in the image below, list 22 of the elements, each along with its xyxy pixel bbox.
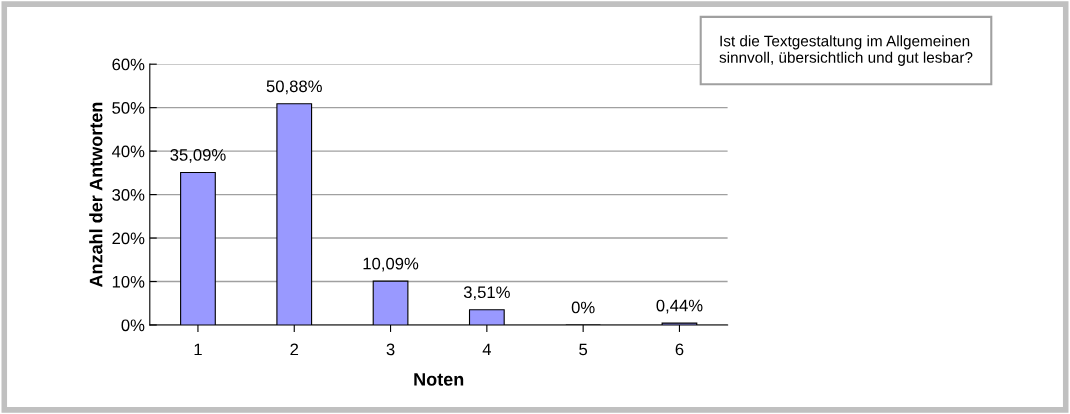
x-tick-label: 6 bbox=[675, 343, 684, 356]
data-label: 50,88% bbox=[266, 80, 322, 95]
data-label: 35,09% bbox=[170, 149, 226, 163]
y-tick-label: 30% bbox=[112, 188, 145, 201]
y-tick-label: 60% bbox=[112, 58, 145, 71]
x-tick-label: 3 bbox=[386, 343, 395, 356]
x-tick-label: 2 bbox=[290, 343, 299, 356]
data-label: 3,51% bbox=[463, 286, 510, 301]
y-tick-label: 50% bbox=[112, 102, 145, 114]
x-tick-label: 4 bbox=[482, 343, 491, 356]
data-label: 0% bbox=[571, 301, 595, 314]
x-tick-label: 1 bbox=[194, 343, 202, 356]
data-label: 0,44% bbox=[656, 299, 703, 314]
y-tick-label: 40% bbox=[111, 145, 145, 158]
x-tick-label: 5 bbox=[579, 343, 588, 356]
y-axis-title: Anzahl der Antworten bbox=[89, 102, 103, 288]
data-label: 10,09% bbox=[363, 257, 419, 272]
y-tick-label: 0% bbox=[121, 319, 145, 332]
y-tick-label: 10% bbox=[112, 275, 145, 288]
y-tick-label: 20% bbox=[112, 232, 145, 245]
text: Ist die Textgestaltung im Allgemeinen sinnvoll, übersichtlich und gut lesbar? bbox=[719, 35, 973, 66]
x-axis-title: Noten bbox=[414, 373, 464, 386]
